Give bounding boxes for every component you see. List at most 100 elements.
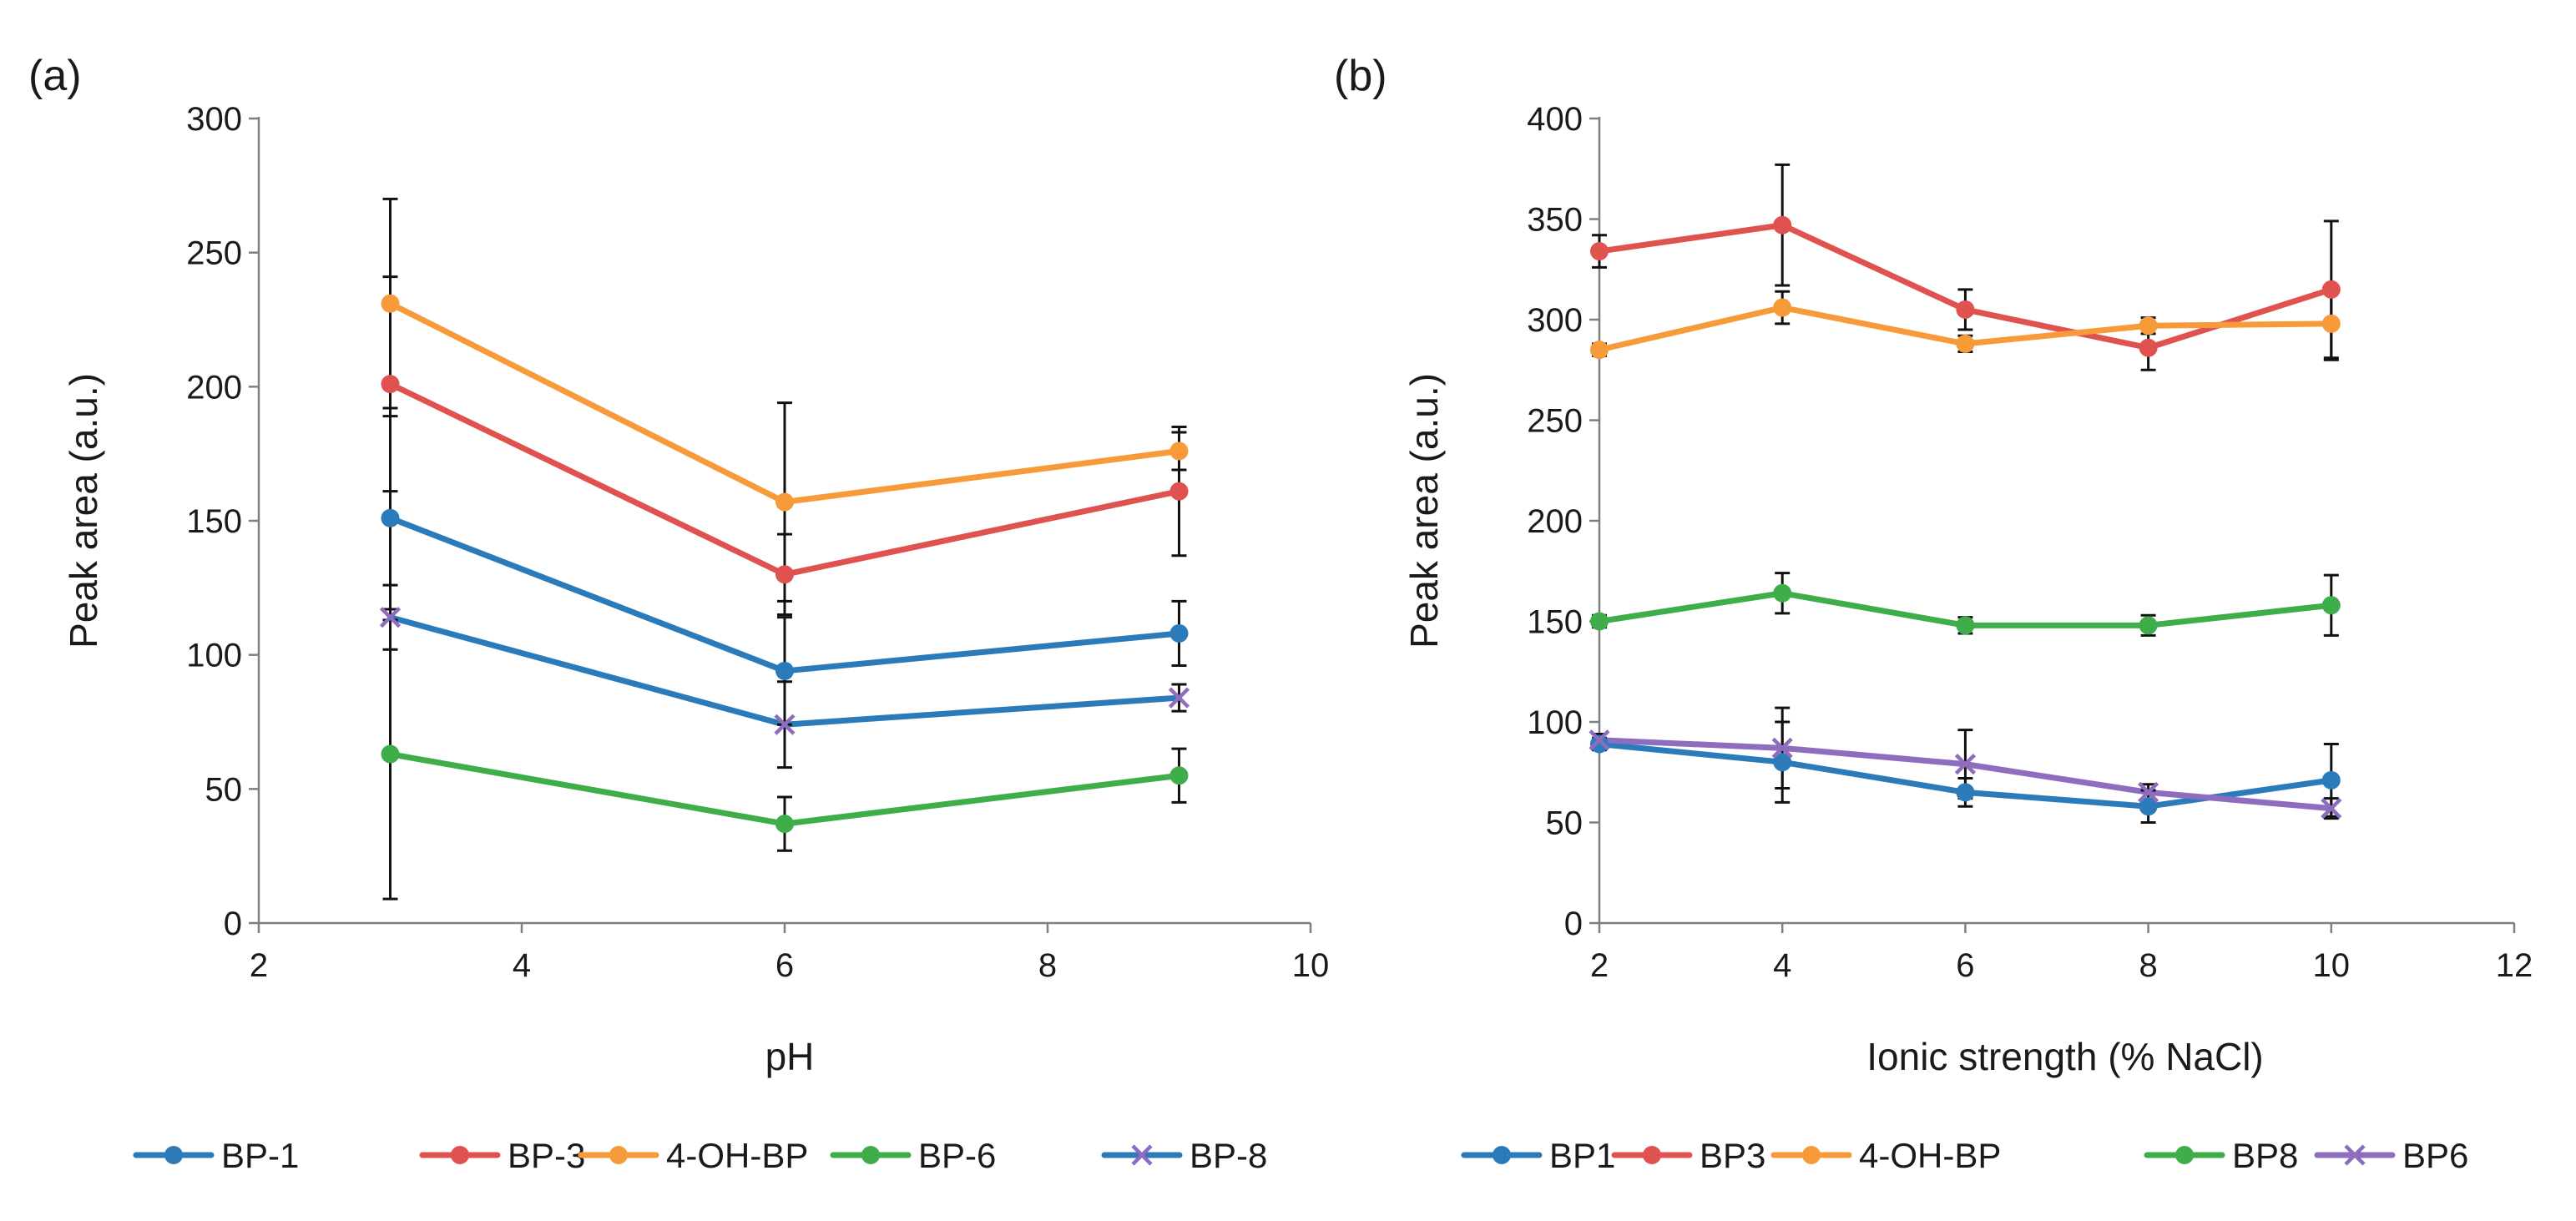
data-point-bp3: [1773, 215, 1792, 235]
data-point-bp8: [1590, 612, 1609, 631]
legend-item-bp6: BP6: [2314, 1136, 2468, 1175]
y-tick-label: 0: [1564, 906, 1583, 942]
legend-label: BP-3: [508, 1136, 585, 1175]
data-point-bp-8: [1168, 687, 1190, 709]
data-point-4-oh-bp: [775, 492, 794, 512]
data-point-bp6: [1771, 737, 1793, 759]
legend-item-bp1: BP1: [1461, 1136, 1615, 1175]
y-tick-label: 200: [1527, 503, 1583, 540]
data-point-bp3: [2139, 338, 2158, 357]
data-point-4-oh-bp: [1956, 334, 1975, 353]
x-marker-stroke: [379, 607, 402, 628]
chart-panel-a: (a) Peak area (a.u.) pH 0 50 100 150 200 250 3…: [28, 52, 1329, 1175]
legend: BP1 BP3 4-OH-BP BP8 BP6: [1461, 1136, 2468, 1175]
data-point-bp1: [1590, 734, 1609, 754]
legend: BP-1 BP-3 4-OH-BP BP-6 BP-8: [133, 1136, 1267, 1175]
x-tick-label: 2: [250, 947, 268, 984]
panel-label-a: (a): [28, 52, 82, 100]
data-point-bp-3: [381, 375, 400, 394]
y-axis-title-b: Peak area (a.u.): [1402, 373, 1446, 648]
data-point-bp6: [2138, 781, 2159, 803]
data-point-bp-3: [1169, 482, 1189, 501]
legend-label: BP6: [2402, 1136, 2468, 1175]
legend-item-4-oh-bp: 4-OH-BP: [578, 1136, 808, 1175]
data-point-4-oh-bp: [2139, 316, 2158, 336]
y-tick-label: 400: [1527, 101, 1583, 138]
legend-item-bp-1: BP-1: [133, 1136, 299, 1175]
data-point-4-oh-bp: [1773, 298, 1792, 317]
legend-item-bp-6: BP-6: [830, 1136, 996, 1175]
x-marker-stroke: [2321, 798, 2342, 820]
legend-marker: [861, 1146, 880, 1164]
legend-marker: [1493, 1146, 1511, 1164]
legend-item-4-oh-bp: 4-OH-BP: [1770, 1136, 2001, 1175]
data-point-bp8: [2139, 616, 2158, 635]
legend-label: BP-1: [221, 1136, 299, 1175]
legend-item-bp8: BP8: [2144, 1136, 2298, 1175]
legend-item-bp3: BP3: [1611, 1136, 1765, 1175]
data-point-bp-1: [1169, 623, 1189, 643]
y-tick-label: 150: [186, 503, 242, 540]
data-point-bp-1: [775, 661, 794, 680]
x-marker-stroke: [1954, 754, 1976, 775]
y-tick-label: 150: [1527, 604, 1583, 641]
legend-x-marker: [1131, 1144, 1153, 1166]
y-tick-label: 250: [186, 235, 242, 272]
x-tick-label: 6: [775, 947, 794, 984]
data-point-4-oh-bp: [2321, 314, 2341, 333]
legend-label: 4-OH-BP: [666, 1136, 808, 1175]
x-axis-title-a: pH: [765, 1035, 815, 1078]
y-tick-label: 50: [1546, 805, 1583, 842]
data-point-bp8: [1773, 583, 1792, 603]
data-point-bp1: [1773, 753, 1792, 772]
data-point-4-oh-bp: [381, 294, 400, 313]
y-axis-title-a: Peak area (a.u.): [62, 373, 105, 648]
x-tick-label: 4: [513, 947, 531, 984]
data-point-bp-8: [379, 607, 402, 628]
x-tick-label: 10: [2313, 947, 2351, 984]
legend-marker: [609, 1146, 628, 1164]
y-tick-label: 200: [186, 369, 242, 406]
data-point-4-oh-bp: [1169, 441, 1189, 461]
data-point-bp-6: [381, 744, 400, 764]
data-point-bp3: [1956, 300, 1975, 319]
legend-label: BP1: [1549, 1136, 1615, 1175]
x-tick-label: 8: [1038, 947, 1057, 984]
data-point-bp6: [2321, 798, 2342, 820]
x-marker-stroke: [1589, 729, 1610, 751]
legend-label: BP3: [1700, 1136, 1765, 1175]
data-point-bp8: [2321, 596, 2341, 615]
data-point-bp-8: [774, 714, 796, 735]
legend-marker: [164, 1146, 183, 1164]
legend-marker: [451, 1146, 469, 1164]
panel-label-b: (b): [1334, 52, 1387, 100]
legend-x-marker: [2344, 1144, 2366, 1166]
y-tick-label: 0: [224, 906, 242, 942]
data-point-bp-1: [381, 508, 400, 527]
x-tick-label: 4: [1773, 947, 1791, 984]
legend-marker: [1802, 1146, 1821, 1164]
data-point-bp1: [2321, 770, 2341, 790]
y-tick-label: 250: [1527, 403, 1583, 440]
y-tick-label: 300: [186, 101, 242, 138]
y-tick-label: 50: [205, 771, 243, 808]
x-tick-label: 8: [2139, 947, 2157, 984]
data-point-bp1: [1956, 783, 1975, 802]
data-point-bp-6: [775, 815, 794, 834]
x-axis-title-b: Ionic strength (% NaCl): [1866, 1035, 2264, 1078]
data-point-4-oh-bp: [1590, 341, 1609, 360]
x-tick-label: 2: [1590, 947, 1609, 984]
legend-item-bp-3: BP-3: [419, 1136, 585, 1175]
chart-panel-b: (b) Peak area (a.u.) Ionic strength (% N…: [1334, 52, 2533, 1175]
x-marker-stroke: [774, 714, 796, 735]
x-tick-label: 6: [1956, 947, 1974, 984]
legend-label: BP-6: [918, 1136, 996, 1175]
x-marker-stroke: [1168, 687, 1190, 709]
x-marker-stroke: [1771, 737, 1793, 759]
data-point-bp3: [1590, 242, 1609, 261]
x-marker-stroke: [2138, 781, 2159, 803]
legend-item-bp-8: BP-8: [1101, 1136, 1267, 1175]
data-point-bp-3: [775, 565, 794, 584]
